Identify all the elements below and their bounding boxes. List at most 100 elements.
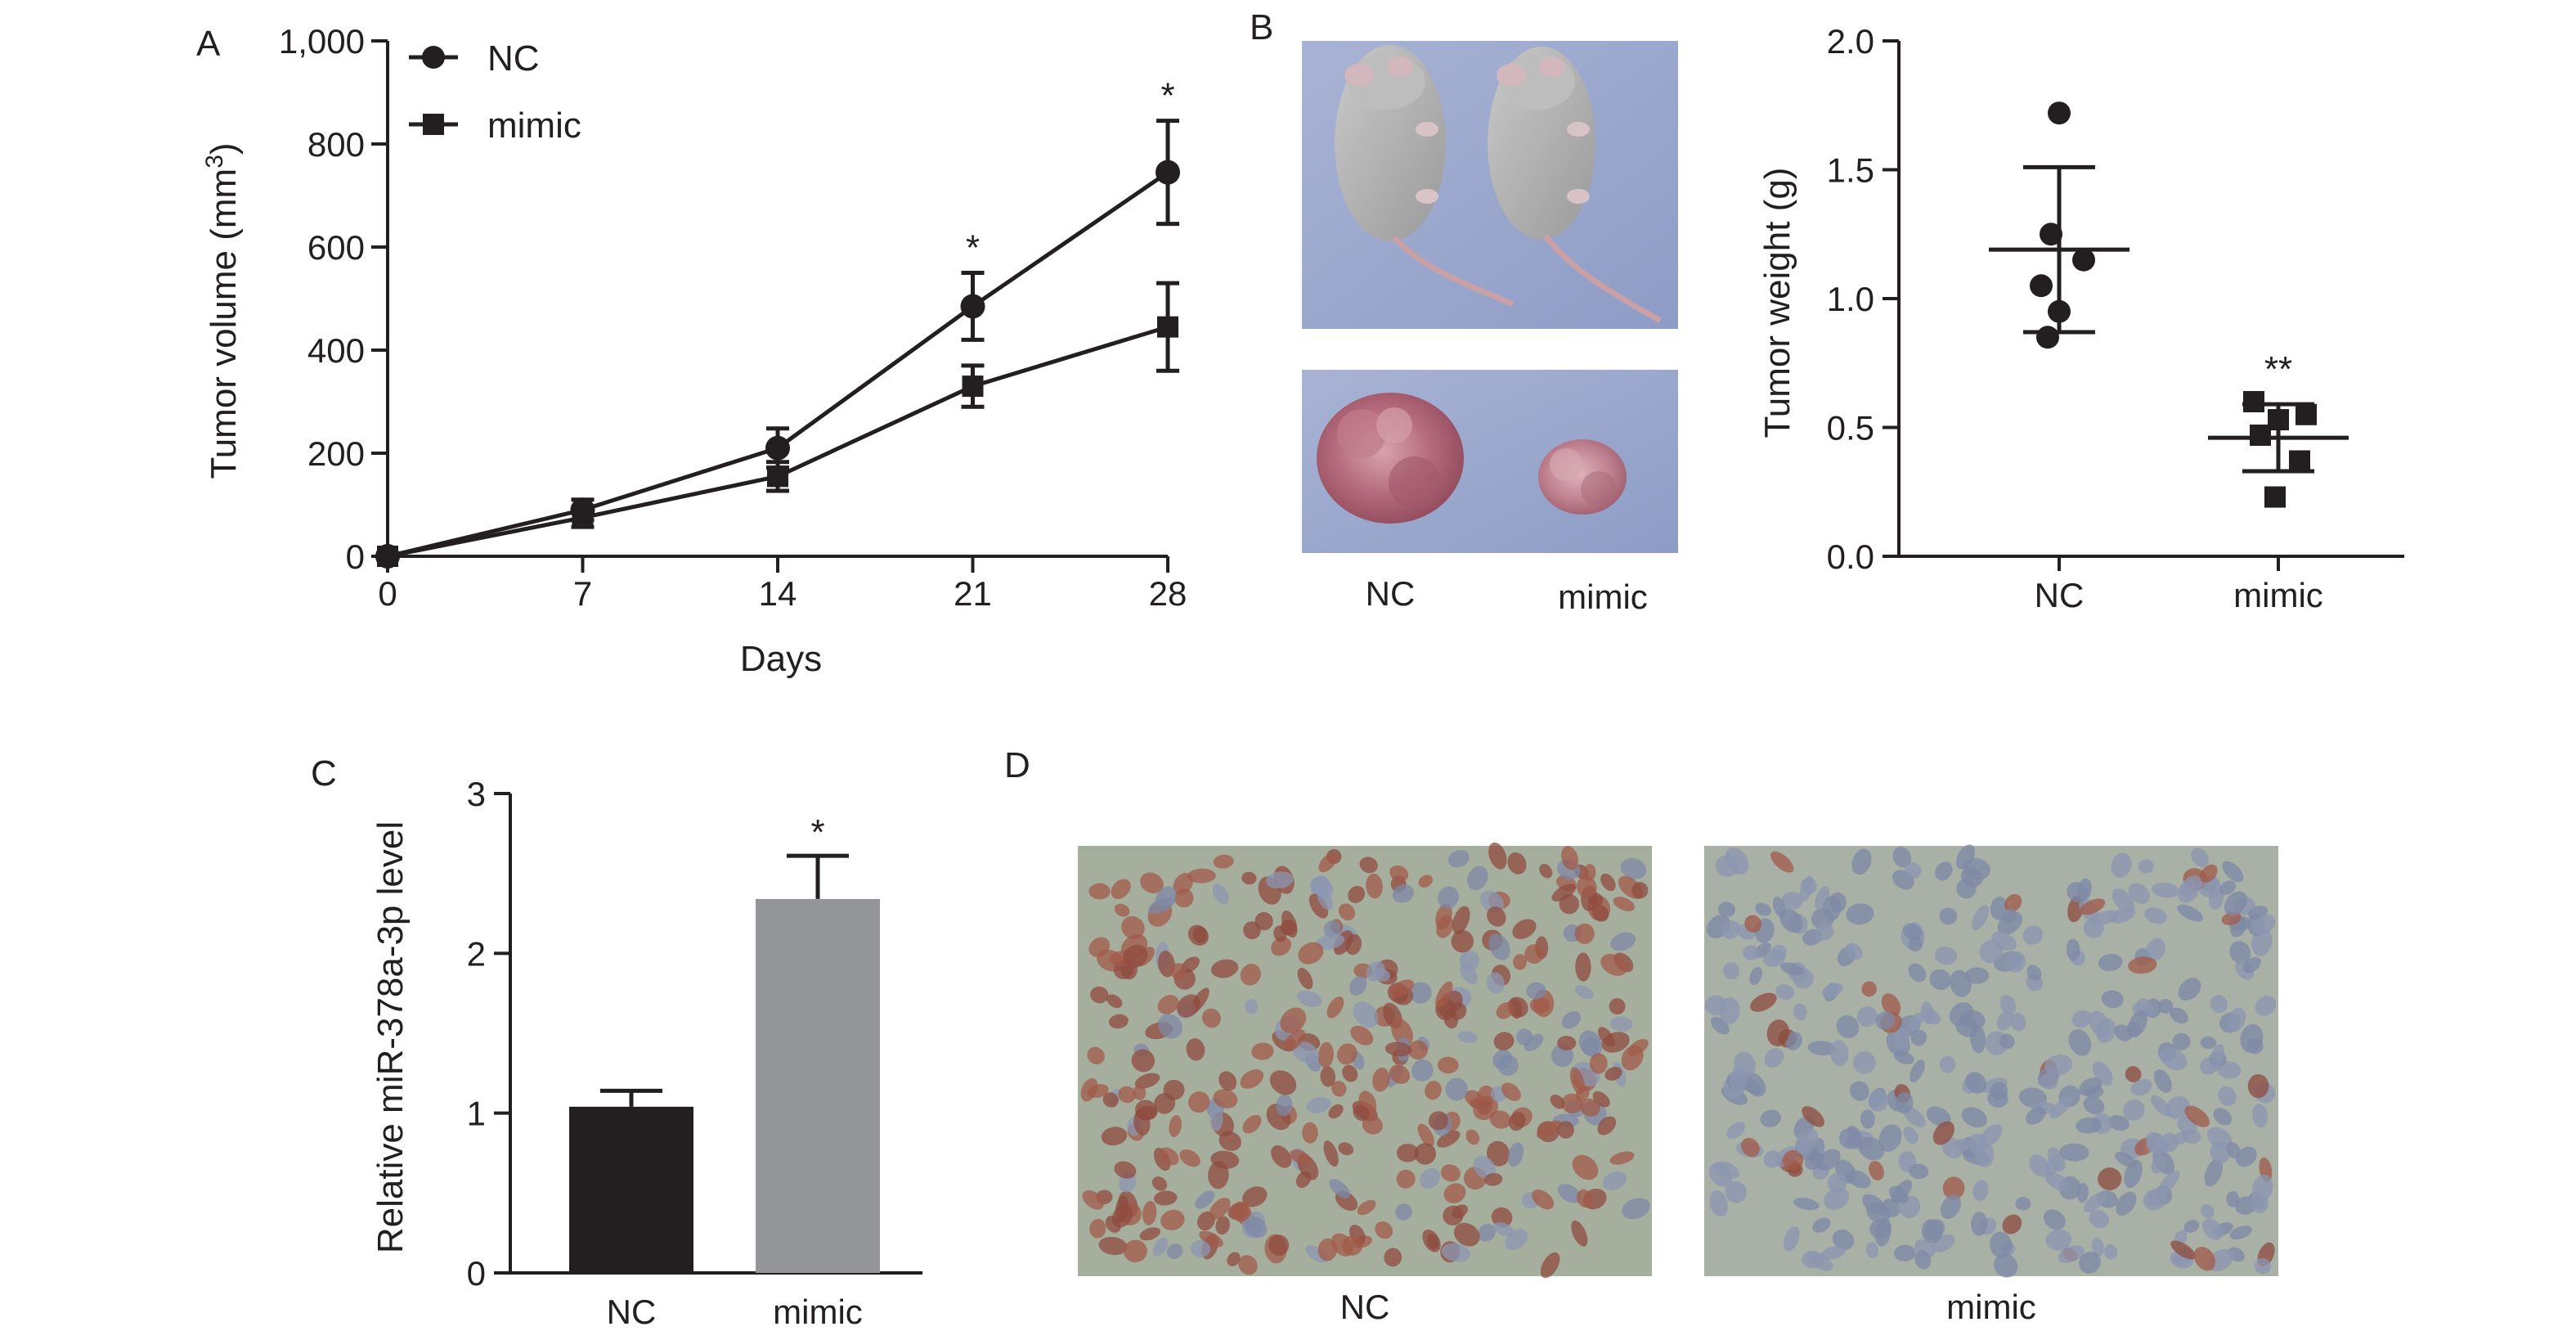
cell-nucleus — [1999, 1033, 2015, 1050]
panel-a-xtick-label: 28 — [1149, 574, 1187, 613]
panel-c-xtick-label: mimic — [773, 1293, 863, 1331]
cell-nucleus — [1231, 1201, 1251, 1222]
cell-nucleus — [1187, 868, 1216, 884]
cell-nucleus — [1853, 1051, 1876, 1074]
panel-a-ytick-label: 600 — [307, 228, 365, 267]
panel-c-ticks: 0 1 2 3 NC mimic — [467, 775, 863, 1331]
cell-nucleus — [2076, 1117, 2102, 1134]
cell-nucleus — [2015, 1197, 2031, 1211]
cell-nucleus — [1218, 1071, 1237, 1091]
cell-nucleus — [2184, 1105, 2210, 1127]
cell-nucleus — [1389, 865, 1409, 882]
cell-nucleus — [1970, 1024, 1986, 1054]
cell-nucleus — [1507, 1142, 1524, 1167]
cell-nucleus — [2003, 908, 2017, 924]
cell-nucleus — [2125, 1066, 2142, 1083]
cell-nucleus — [2085, 1086, 2104, 1099]
cell-nucleus — [1271, 1144, 1292, 1168]
cell-nucleus — [2229, 941, 2251, 965]
cell-nucleus — [1526, 982, 1546, 1000]
cell-nucleus — [1750, 992, 1777, 1012]
panel-d-ihc-images: D NC mimic — [1004, 745, 2278, 1326]
cell-nucleus — [1447, 849, 1470, 868]
cell-nucleus — [1188, 1091, 1210, 1113]
ihc-label-nc: NC — [1340, 1288, 1390, 1326]
cell-nucleus — [2153, 1069, 2172, 1093]
cell-nucleus — [1822, 895, 1842, 921]
cell-nucleus — [1910, 1029, 1928, 1046]
cell-nucleus — [1744, 915, 1762, 933]
cell-nucleus — [1999, 995, 2017, 1015]
cell-nucleus — [2123, 1099, 2145, 1121]
panel-c-ytick-label: 3 — [467, 775, 486, 813]
cell-nucleus — [1350, 1025, 1374, 1045]
cell-nucleus — [1921, 1219, 1943, 1243]
cell-nucleus — [1384, 1041, 1412, 1057]
cell-nucleus — [1102, 1092, 1119, 1108]
cell-nucleus — [2059, 1143, 2089, 1162]
cell-nucleus — [1411, 1059, 1434, 1081]
cell-nucleus — [1800, 878, 1817, 895]
bar-mimic — [756, 898, 880, 1273]
cell-nucleus — [2177, 904, 2203, 922]
cell-nucleus — [1895, 1091, 1914, 1114]
cell-nucleus — [1902, 923, 1923, 940]
cell-nucleus — [1323, 920, 1341, 938]
point-mimic — [377, 546, 398, 567]
significance-marker: ** — [2264, 349, 2292, 389]
panel-b-ytick-label: 0.5 — [1827, 409, 1874, 447]
cell-nucleus — [1342, 1235, 1363, 1256]
cell-nucleus — [1440, 1164, 1461, 1182]
point-nc — [960, 294, 985, 319]
panel-c-ytick-label: 0 — [467, 1254, 486, 1293]
cell-nucleus — [2128, 883, 2150, 904]
cell-nucleus — [1441, 1243, 1470, 1262]
cell-nucleus — [2204, 1158, 2224, 1187]
cell-nucleus — [1496, 1002, 1515, 1019]
cell-nucleus — [2026, 965, 2042, 981]
cell-nucleus — [2157, 999, 2174, 1014]
cell-nucleus — [2049, 1096, 2072, 1119]
cell-nucleus — [1273, 925, 1287, 942]
cell-nucleus — [1336, 1043, 1358, 1065]
cell-nucleus — [1493, 1032, 1515, 1050]
panel-a-ylabel: Tumor volume (mm3) — [201, 142, 244, 479]
cell-nucleus — [1878, 1124, 1902, 1152]
cell-nucleus — [1317, 1041, 1334, 1068]
cell-nucleus — [1409, 982, 1432, 1004]
cell-nucleus — [1449, 1001, 1467, 1020]
significance-marker: * — [1160, 76, 1174, 116]
cell-nucleus — [1452, 906, 1470, 934]
panel-label-a: A — [196, 24, 221, 64]
cell-nucleus — [2242, 956, 2261, 974]
cell-nucleus — [2213, 1108, 2233, 1126]
cell-nucleus — [1827, 1172, 1847, 1193]
cell-nucleus — [1914, 1250, 1932, 1270]
cell-nucleus — [2098, 1167, 2122, 1190]
cell-nucleus — [1597, 1116, 1617, 1135]
cell-nucleus — [1338, 1142, 1354, 1156]
panel-a-xtick-label: 0 — [378, 574, 397, 613]
cell-nucleus — [2026, 1106, 2046, 1125]
cell-nucleus — [1909, 1163, 1929, 1180]
cell-nucleus — [1578, 1030, 1603, 1058]
cell-nucleus — [1861, 981, 1877, 997]
cell-nucleus — [1557, 1121, 1574, 1139]
cell-nucleus — [1989, 1231, 2013, 1258]
cell-nucleus — [2044, 1171, 2071, 1192]
cell-nucleus — [2066, 938, 2080, 961]
cell-nucleus — [1851, 848, 1872, 875]
cell-nucleus — [1845, 942, 1863, 960]
cell-nucleus — [1869, 1161, 1884, 1180]
panel-b-xtick-label: NC — [2035, 576, 2085, 614]
cell-nucleus — [1195, 1190, 1215, 1209]
cell-nucleus — [2151, 1154, 2166, 1174]
cell-nucleus — [1838, 1127, 1861, 1149]
cell-nucleus — [1459, 950, 1480, 971]
cell-nucleus — [2107, 1114, 2129, 1131]
cell-nucleus — [2043, 1209, 2066, 1230]
cell-nucleus — [2247, 1073, 2269, 1099]
cell-nucleus — [1389, 979, 1415, 998]
cell-nucleus — [1276, 1094, 1293, 1117]
cell-nucleus — [2079, 1251, 2101, 1274]
